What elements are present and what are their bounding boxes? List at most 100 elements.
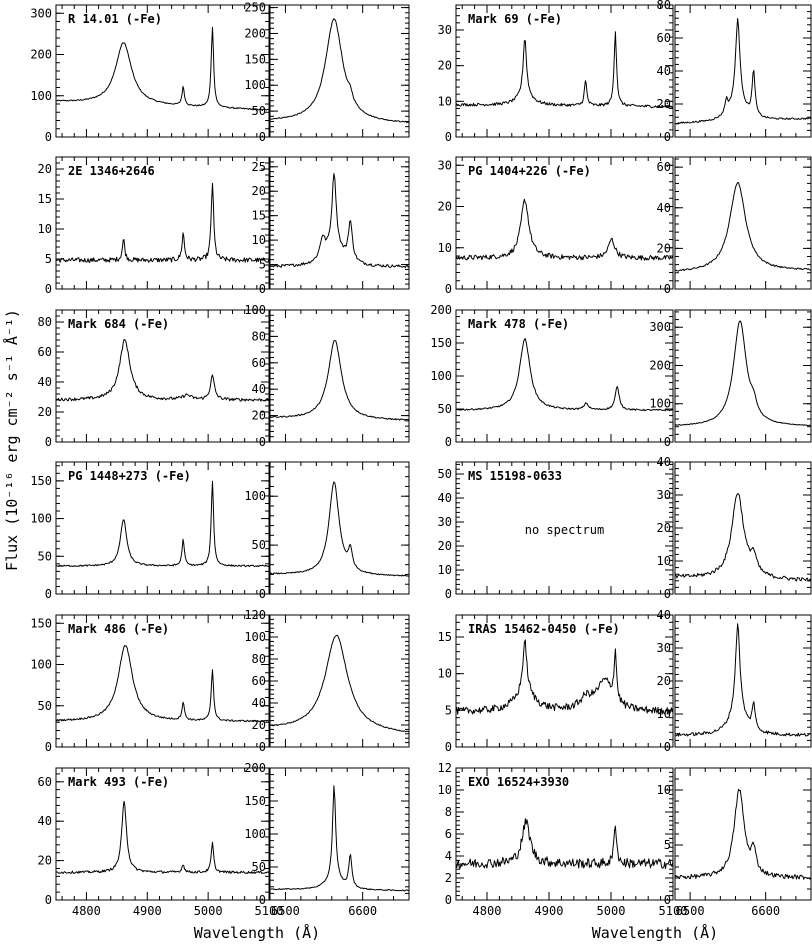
- y-tick-label: 0: [259, 282, 266, 296]
- y-tick-label: 0: [664, 587, 671, 601]
- y-tick-label: 100: [244, 489, 266, 503]
- y-tick-label: 200: [430, 303, 452, 317]
- y-tick-label: 0: [445, 740, 452, 754]
- panel-frame: [674, 614, 812, 748]
- y-tick-label: 0: [259, 893, 266, 907]
- y-tick-label: 0: [259, 587, 266, 601]
- y-tick-label: 150: [244, 794, 266, 808]
- y-tick-label: 40: [657, 201, 671, 215]
- y-tick-label: 0: [259, 130, 266, 144]
- y-tick-label: 100: [30, 89, 52, 103]
- y-tick-label: 40: [38, 375, 52, 389]
- y-tick-label: 80: [252, 652, 266, 666]
- panel-label: PG 1404+226 (-Fe): [468, 164, 591, 178]
- panel-frame: [269, 767, 410, 901]
- spectrum-line: [455, 818, 674, 869]
- y-tick-label: 50: [38, 699, 52, 713]
- y-tick-label: 20: [438, 539, 452, 553]
- y-tick-label: 30: [657, 641, 671, 655]
- spectrum-line: [55, 480, 270, 568]
- y-tick-label: 0: [259, 435, 266, 449]
- y-tick-label: 40: [252, 696, 266, 710]
- y-tick-label: 10: [438, 241, 452, 255]
- spectrum-line: [674, 18, 812, 125]
- panel-label: Mark 478 (-Fe): [468, 317, 569, 331]
- panel-label: PG 1448+273 (-Fe): [68, 469, 191, 483]
- y-tick-label: 150: [430, 336, 452, 350]
- y-tick-label: 20: [438, 59, 452, 73]
- y-tick-label: 15: [38, 192, 52, 206]
- y-tick-label: 40: [657, 608, 671, 622]
- y-tick-label: 2: [445, 871, 452, 885]
- panel-4: 0 10 20 30 PG 1404+226 (-Fe): [438, 156, 674, 296]
- y-tick-label: 0: [259, 740, 266, 754]
- panel-16: 0 50 100 150 Mark 486 (-Fe): [30, 614, 270, 754]
- spectrum-line: [55, 644, 270, 723]
- y-tick-label: 20: [252, 184, 266, 198]
- y-tick-label: 5: [259, 258, 266, 272]
- y-tick-label: 20: [657, 241, 671, 255]
- y-tick-label: 150: [30, 474, 52, 488]
- y-tick-label: 60: [38, 345, 52, 359]
- y-tick-label: 0: [445, 130, 452, 144]
- panel-0: 0 100 200 300 R 14.01 (-Fe): [30, 4, 270, 144]
- y-tick-label: 30: [438, 158, 452, 172]
- y-tick-label: 100: [244, 303, 266, 317]
- panel-21: 0 50 100 150 200 6500 6600: [244, 761, 410, 918]
- x-tick-label: 6600: [751, 904, 780, 918]
- y-tick-label: 5: [664, 838, 671, 852]
- spectrum-line: [455, 338, 674, 412]
- panel-label: EXO 16524+3930: [468, 775, 569, 789]
- spectrum-line: [269, 634, 410, 733]
- x-tick-label: 4800: [72, 904, 101, 918]
- panel-19: 0 10 20 30 40: [657, 608, 812, 754]
- y-tick-label: 40: [252, 382, 266, 396]
- spectrum-line: [455, 639, 674, 715]
- panel-frame: [55, 767, 270, 901]
- panel-frame: [674, 4, 812, 138]
- y-tick-label: 15: [252, 209, 266, 223]
- panel-8: 0 20 40 60 80 Mark 684 (-Fe): [38, 309, 270, 449]
- y-tick-label: 25: [252, 160, 266, 174]
- y-tick-label: 30: [438, 23, 452, 37]
- y-tick-label: 10: [657, 783, 671, 797]
- y-tick-label: 300: [30, 6, 52, 20]
- y-tick-label: 20: [657, 97, 671, 111]
- y-tick-label: 100: [30, 658, 52, 672]
- y-tick-label: 0: [664, 282, 671, 296]
- spectrum-line: [55, 800, 270, 874]
- panel-frame: [269, 156, 410, 290]
- x-tick-label: 5000: [194, 904, 223, 918]
- y-tick-label: 40: [657, 64, 671, 78]
- y-tick-label: 30: [438, 515, 452, 529]
- panel-label: Mark 486 (-Fe): [68, 622, 169, 636]
- panel-7: 0 20 40 60 80: [657, 0, 812, 144]
- panel-frame: [674, 309, 812, 443]
- spectrum-line: [269, 481, 410, 577]
- panel-1: 0 50 100 150 200 250: [244, 1, 410, 144]
- y-tick-label: 100: [244, 630, 266, 644]
- spectrum-line: [270, 18, 410, 123]
- spectrum-line: [455, 198, 674, 261]
- y-tick-label: 30: [657, 488, 671, 502]
- panel-15: 0 10 20 30 40: [657, 455, 812, 601]
- y-tick-label: 4: [445, 849, 452, 863]
- panel-10: 0 50 100 150 200 Mark 478 (-Fe): [430, 303, 674, 449]
- x-axis-title-right: Wavelength (Å): [592, 923, 718, 942]
- y-tick-label: 20: [252, 718, 266, 732]
- panel-12: 0 50 100 150 PG 1448+273 (-Fe): [30, 461, 270, 601]
- y-tick-label: 20: [38, 162, 52, 176]
- panel-17: 0 20 40 60 80 100 120: [244, 608, 410, 754]
- panel-2: 0 5 10 15 20 2E 1346+2646: [38, 156, 270, 296]
- y-tick-label: 15: [438, 630, 452, 644]
- y-tick-label: 10: [438, 563, 452, 577]
- y-tick-label: 0: [45, 435, 52, 449]
- y-tick-label: 0: [445, 893, 452, 907]
- x-tick-label: 6500: [271, 904, 300, 918]
- spectrum-line: [55, 339, 270, 402]
- panel-6: 0 10 20 30 Mark 69 (-Fe): [438, 4, 674, 144]
- y-tick-label: 100: [244, 78, 266, 92]
- y-tick-label: 50: [252, 538, 266, 552]
- spectrum-line: [455, 31, 674, 109]
